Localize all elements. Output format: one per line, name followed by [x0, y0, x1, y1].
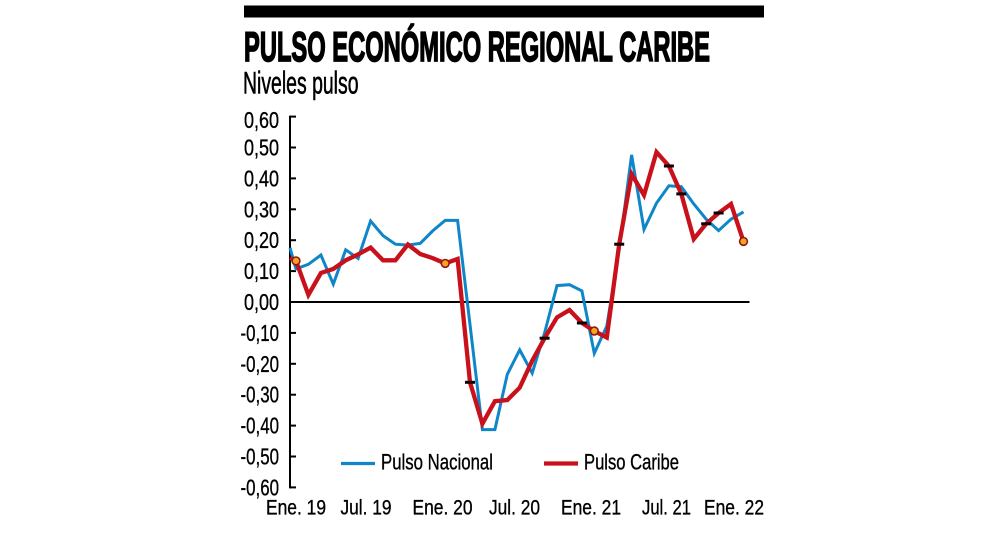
svg-text:0,30: 0,30: [244, 196, 279, 222]
svg-text:-0,10: -0,10: [241, 320, 280, 346]
svg-text:Jul. 20: Jul. 20: [489, 496, 540, 520]
svg-text:0,50: 0,50: [244, 135, 279, 161]
svg-text:-0,40: -0,40: [241, 413, 280, 439]
svg-text:0,60: 0,60: [244, 107, 279, 133]
svg-text:PULSO ECONÓMICO REGIONAL CARIB: PULSO ECONÓMICO REGIONAL CARIBE: [244, 22, 710, 70]
svg-text:0,00: 0,00: [244, 289, 279, 315]
svg-text:Ene. 19: Ene. 19: [266, 496, 326, 520]
svg-text:Ene. 21: Ene. 21: [561, 496, 621, 520]
svg-text:Jul. 21: Jul. 21: [642, 496, 691, 520]
svg-text:Ene. 22: Ene. 22: [704, 496, 764, 520]
svg-text:Jul. 19: Jul. 19: [341, 496, 392, 520]
svg-text:0,10: 0,10: [244, 258, 279, 284]
svg-text:-0,30: -0,30: [241, 382, 280, 408]
svg-text:Niveles pulso: Niveles pulso: [243, 65, 359, 101]
svg-text:0,40: 0,40: [244, 165, 279, 191]
svg-text:Pulso Caribe: Pulso Caribe: [584, 450, 679, 475]
svg-text:0,20: 0,20: [244, 227, 279, 253]
svg-text:Pulso Nacional: Pulso Nacional: [381, 450, 493, 475]
svg-text:-0,60: -0,60: [241, 474, 280, 500]
svg-text:-0,20: -0,20: [241, 351, 280, 377]
svg-text:-0,50: -0,50: [241, 444, 280, 470]
svg-text:Ene. 20: Ene. 20: [413, 496, 473, 520]
